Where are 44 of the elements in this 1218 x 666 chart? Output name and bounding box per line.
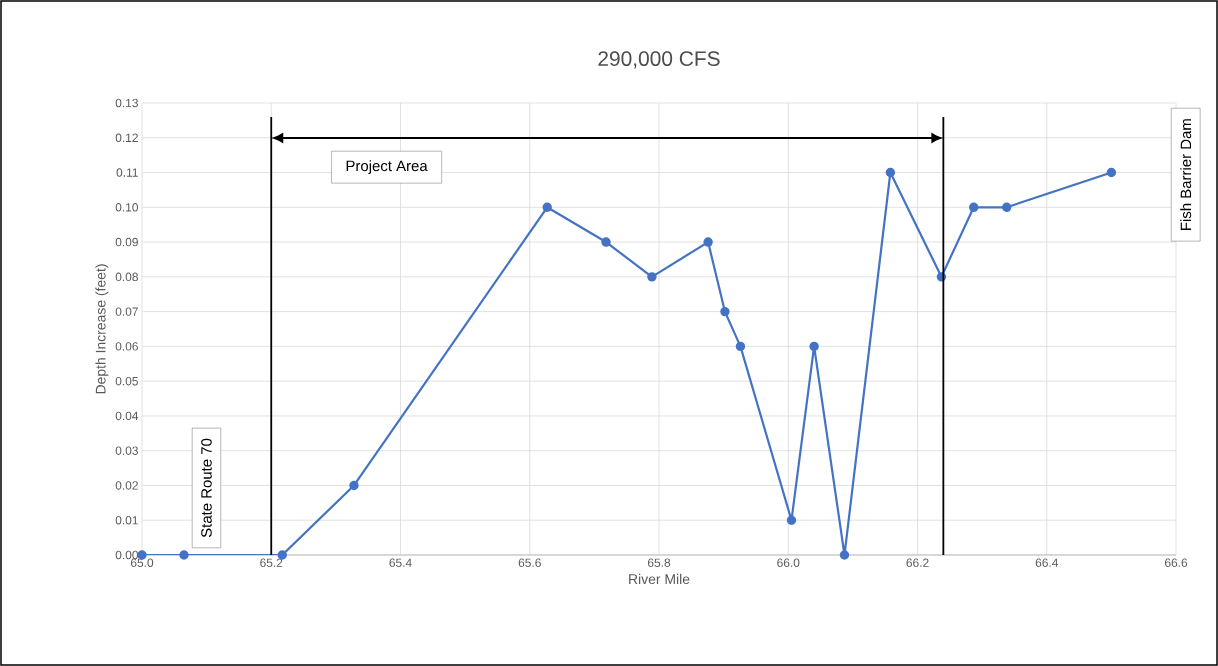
y-tick-label: 0.09 — [115, 237, 138, 247]
y-tick-label: 0.04 — [115, 411, 139, 421]
point — [542, 202, 552, 212]
x-tick-label: 66.2 — [906, 558, 929, 567]
x-tick-label: 65.4 — [389, 558, 412, 567]
point — [786, 515, 797, 525]
chart-title: 290,000 CFS — [598, 51, 720, 69]
point — [809, 341, 819, 352]
y-tick-label: 0.02 — [115, 481, 138, 490]
y-tick-label: 0.10 — [115, 203, 139, 212]
point — [969, 202, 979, 212]
y-tick-label: 0.12 — [115, 133, 138, 142]
x-tick-label: 66.0 — [777, 558, 800, 567]
x-tick-label: 65.0 — [130, 558, 154, 567]
y-tick-label: 0.08 — [115, 272, 138, 282]
point — [647, 272, 657, 282]
point — [839, 550, 850, 560]
y-tick-label: 0.00 — [115, 550, 139, 560]
y-tick-label: 0.13 — [115, 98, 138, 108]
y-axis-title: Depth Increase (feet) — [95, 264, 109, 394]
y-tick-label: 0.11 — [116, 168, 138, 177]
x-tick-label: 66.4 — [1035, 558, 1059, 567]
point — [720, 306, 730, 317]
point — [349, 480, 359, 491]
point — [885, 167, 896, 178]
x-tick-label: 65.8 — [647, 558, 671, 567]
annotation: State Route 70 — [201, 438, 212, 538]
point — [703, 237, 713, 247]
y-tick-label: 0.06 — [115, 342, 138, 351]
x-tick-label: 65.2 — [260, 558, 283, 567]
y-tick-label: 0.03 — [115, 446, 138, 455]
point — [735, 341, 746, 352]
point — [179, 550, 189, 560]
y-tick-label: 0.05 — [115, 376, 138, 386]
point — [1106, 167, 1117, 178]
y-tick-label: 0.07 — [115, 307, 138, 316]
x-tick-label: 66.6 — [1164, 558, 1188, 567]
point — [601, 237, 611, 247]
point — [1001, 202, 1012, 212]
annotation: Project Area — [346, 160, 428, 175]
x-tick-label: 65.6 — [518, 558, 541, 567]
y-tick-label: 0.01 — [115, 516, 138, 525]
text: Fish Barrier Dam — [1180, 119, 1192, 230]
x-axis-title: River Mile — [629, 573, 690, 585]
